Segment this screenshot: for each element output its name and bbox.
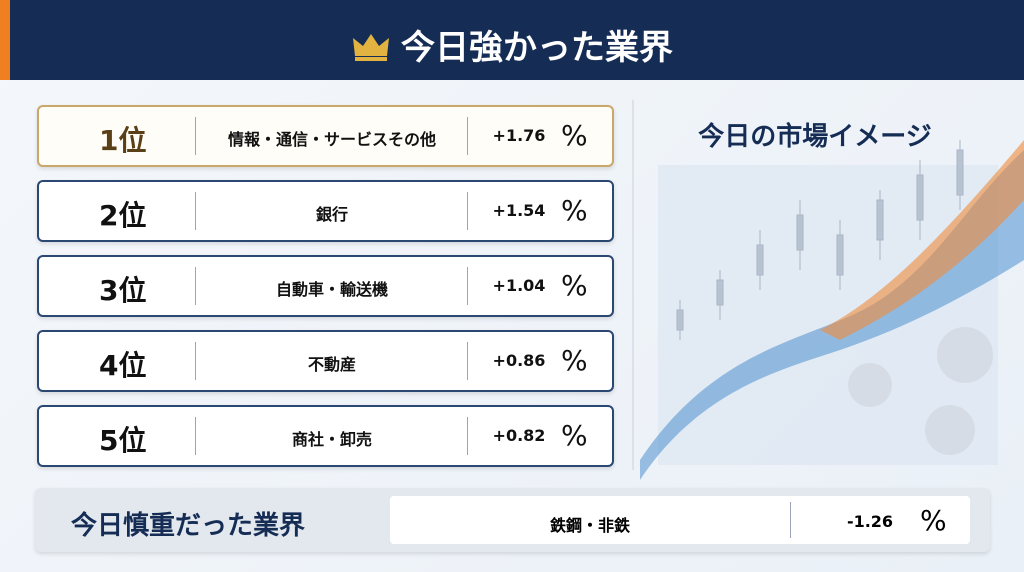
change: +0.86 [492,351,546,370]
divider [195,267,196,305]
change: +1.54 [492,201,546,220]
sector: 不動産 [307,355,356,374]
divider [467,417,468,455]
change: +0.82 [492,426,546,445]
change: +1.04 [492,276,546,295]
divider [195,417,196,455]
unit: % [561,269,588,302]
weak-title: 今日慎重だった業界 [71,511,306,541]
divider [195,342,196,380]
rank: 4位 [99,349,147,382]
crown-icon [353,34,389,61]
accent-stripe [0,0,10,80]
rank: 5位 [99,424,147,457]
header [0,0,1024,80]
change: +1.76 [492,126,546,145]
ranking-row: 1位 情報・通信・サービスその他 +1.76% [37,105,614,167]
divider [467,117,468,155]
divider [467,192,468,230]
title: 今日強かった業界 [0,20,1024,69]
ranking-row: 5位 商社・卸売 +0.82% [37,405,614,467]
sector: 自動車・輸送機 [275,280,388,299]
rank: 2位 [99,199,147,232]
ranking-row: 3位 自動車・輸送機 +1.04% [37,255,614,317]
unit: % [561,419,588,452]
divider [195,117,196,155]
rank: 1位 [99,124,147,157]
market-title: 今日の市場イメージ [698,122,932,152]
sector: 銀行 [315,205,348,224]
pie-icon [937,327,993,383]
weak-box: 鉄鋼・非鉄 -1.26 % [390,496,970,544]
pie-icon [925,405,975,455]
divider [467,267,468,305]
divider [467,342,468,380]
title-text: 今日強かった業界 [401,28,673,68]
pie-icon [848,363,892,407]
rank: 3位 [99,274,147,307]
sector: 商社・卸売 [291,430,372,449]
weak-panel: 今日慎重だった業界 鉄鋼・非鉄 -1.26 % [35,488,990,552]
ranking-row: 2位 銀行 +1.54% [37,180,614,242]
change: -1.26 [846,512,894,531]
unit: % [561,344,588,377]
divider [790,502,791,538]
unit: % [920,504,947,537]
ranking-row: 4位 不動産 +0.86% [37,330,614,392]
divider [195,192,196,230]
sector: 情報・通信・サービスその他 [227,130,436,149]
unit: % [561,194,588,227]
candles [676,140,964,340]
unit: % [561,119,588,152]
sector: 鉄鋼・非鉄 [549,516,630,535]
orange-wave [820,140,1024,340]
